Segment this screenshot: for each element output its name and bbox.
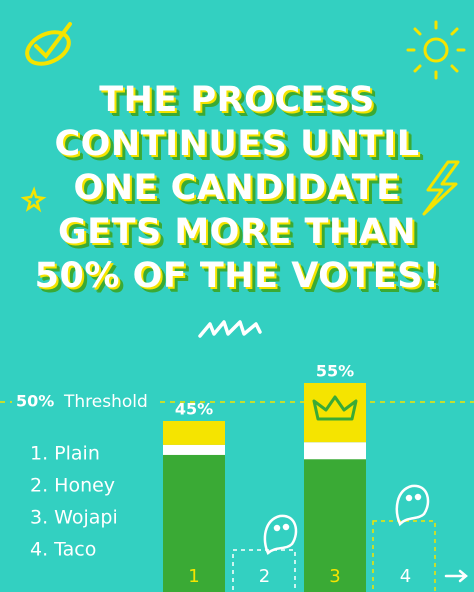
arrow-icon xyxy=(444,569,468,583)
ghost-icon xyxy=(395,484,430,527)
title: THE PROCESS CONTINUES UNTIL ONE CANDIDATE G… xyxy=(0,78,474,298)
bar-stripe xyxy=(163,444,225,455)
value-label: 45% xyxy=(175,400,213,419)
bar-highlight xyxy=(163,421,225,445)
eliminated-box xyxy=(372,520,436,592)
bar-highlight xyxy=(304,383,366,443)
threshold-text: Threshold xyxy=(63,392,148,412)
squiggle xyxy=(198,320,262,338)
title-line: GETS MORE THAN xyxy=(57,212,417,252)
ghost-icon xyxy=(263,514,298,556)
title-line: THE PROCESS xyxy=(99,80,375,120)
check-icon xyxy=(25,22,72,66)
value-label: 55% xyxy=(316,362,354,381)
label-bg xyxy=(12,390,160,412)
crown-icon xyxy=(312,395,358,421)
legend-item: 4. Taco xyxy=(30,539,96,561)
legend-item: 3. Wojapi xyxy=(30,507,118,529)
title-line: CONTINUES UNTIL xyxy=(54,124,420,164)
title-line: 50% OF THE VOTES! xyxy=(34,256,440,296)
category-label: 4 xyxy=(400,566,411,587)
title-line: ONE CANDIDATE xyxy=(73,168,401,208)
sun-icon xyxy=(406,20,466,80)
category-label: 1 xyxy=(188,566,199,587)
star-icon xyxy=(20,186,47,213)
legend-item: 2. Honey xyxy=(30,475,115,497)
legend-item: 1. Plain xyxy=(30,443,100,465)
category-label: 2 xyxy=(259,566,270,587)
lightning-icon xyxy=(422,160,460,216)
category-label: 3 xyxy=(329,566,340,587)
bar-stripe xyxy=(304,442,366,460)
threshold-value: 50% xyxy=(16,392,54,411)
